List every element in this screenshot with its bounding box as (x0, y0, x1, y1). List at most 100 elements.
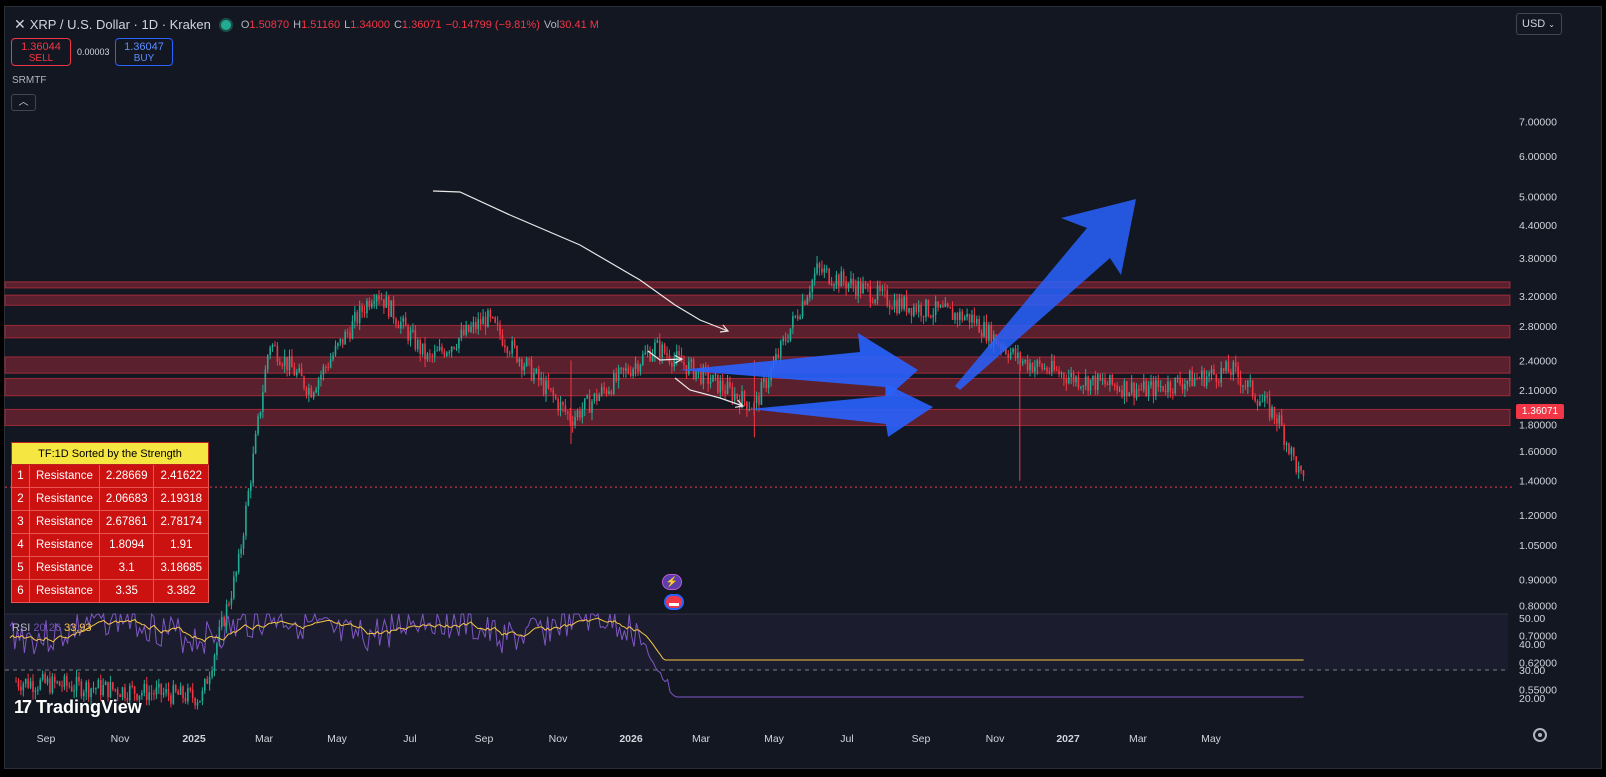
price-tick-label: 6.00000 (1519, 151, 1557, 163)
candle-body (552, 389, 555, 396)
candle-body (351, 321, 354, 339)
candle-body (915, 306, 918, 313)
candle-body (612, 373, 615, 394)
symbol-title[interactable]: XRP / U.S. Dollar · 1D · Kraken (29, 17, 211, 32)
candle-body (884, 288, 886, 290)
candle-body (1024, 359, 1026, 362)
candle-body (87, 682, 90, 698)
candle-body (859, 281, 862, 294)
candle-body (1283, 425, 1285, 445)
candle-body (334, 345, 337, 356)
candle-body (448, 352, 451, 354)
candle-body (240, 548, 242, 554)
close-icon[interactable]: ✕ (14, 16, 26, 32)
candle-body (506, 347, 509, 354)
candle-body (196, 702, 199, 706)
candle-body (583, 398, 586, 410)
candle-body (1065, 379, 1068, 384)
candle-body (690, 359, 693, 362)
candle-body (1126, 381, 1128, 397)
rsi-band (5, 614, 1508, 670)
candle-body (404, 317, 407, 327)
candle-body (1254, 396, 1256, 402)
candle-body (1116, 385, 1118, 391)
candle-body (576, 410, 579, 418)
candle-body (482, 316, 484, 325)
candle-body (266, 355, 269, 370)
candle-body (68, 685, 71, 687)
gear-icon[interactable] (1533, 728, 1547, 742)
candle-body (1210, 368, 1213, 374)
sell-button[interactable]: 1.36044 SELL (11, 38, 71, 66)
candle-body (1133, 382, 1135, 398)
candle-body (567, 411, 569, 414)
event-icon[interactable]: ⚡ (662, 574, 682, 590)
candle-body (707, 369, 709, 384)
candle-body (813, 273, 816, 281)
candle-body (421, 343, 424, 355)
candle-body (1051, 361, 1053, 373)
candle-body (15, 681, 17, 683)
candle-body (731, 387, 734, 401)
trend-arrow-head (674, 354, 684, 364)
candle-body (1101, 379, 1104, 381)
candle-body (254, 433, 257, 454)
candle-body (741, 391, 743, 408)
rsi-name[interactable]: RSI (12, 622, 31, 634)
candle-body (830, 283, 833, 286)
candle-body (1147, 385, 1150, 397)
candle-body (20, 686, 22, 691)
candle-body (138, 695, 141, 700)
candle-body (714, 374, 717, 376)
candle-body (746, 401, 748, 411)
table-cell-type: Resistance (29, 533, 100, 557)
candle-body (1242, 385, 1244, 387)
candle-body (825, 268, 828, 270)
currency-selector[interactable]: USD ⌄ (1516, 13, 1562, 35)
candle-body (792, 316, 794, 329)
candle-body (305, 387, 308, 395)
candle-body (905, 296, 908, 313)
candle-body (1256, 401, 1259, 406)
candle-body (90, 688, 92, 698)
candle-body (291, 356, 293, 368)
candle-body (1099, 374, 1102, 381)
candle-body (847, 283, 850, 289)
candle-body (303, 376, 305, 388)
candle-body (779, 341, 782, 357)
candle-body (1249, 380, 1252, 382)
symbol-legend: ✕ XRP / U.S. Dollar · 1D · Kraken O1.508… (14, 16, 599, 33)
candle-body (276, 345, 279, 363)
candle-body (755, 395, 758, 404)
candle-body (876, 285, 879, 300)
candle-body (49, 678, 51, 693)
chevron-up-icon[interactable]: ︿ (11, 94, 36, 111)
candle-body (300, 368, 303, 377)
candle-body (617, 368, 620, 381)
candle-body (1096, 374, 1099, 391)
chart-frame[interactable] (4, 6, 1602, 769)
us-flag-icon[interactable]: ▬ (664, 594, 684, 610)
candle-body (1227, 361, 1230, 373)
candle-body (593, 393, 596, 402)
buy-button[interactable]: 1.36047 BUY (115, 38, 173, 66)
candle-body (1191, 371, 1193, 387)
candle-body (1217, 381, 1220, 383)
candle-body (1017, 352, 1019, 358)
candle-body (247, 491, 250, 506)
candle-body (913, 306, 915, 316)
price-tick-label: 5.00000 (1519, 192, 1557, 204)
candle-body (608, 391, 610, 394)
candle-body (726, 382, 729, 394)
candle-body (1019, 352, 1022, 364)
candle-body (557, 398, 559, 411)
indicator-name[interactable]: SRMTF (12, 75, 47, 86)
tradingview-brand[interactable]: 17 TradingView (14, 697, 142, 718)
candle-body (126, 698, 129, 701)
time-tick-label: Sep (37, 733, 56, 745)
candle-body (801, 301, 804, 317)
candle-body (683, 362, 685, 365)
candle-body (95, 688, 97, 690)
rsi-ma-value: 33.93 (64, 622, 92, 634)
